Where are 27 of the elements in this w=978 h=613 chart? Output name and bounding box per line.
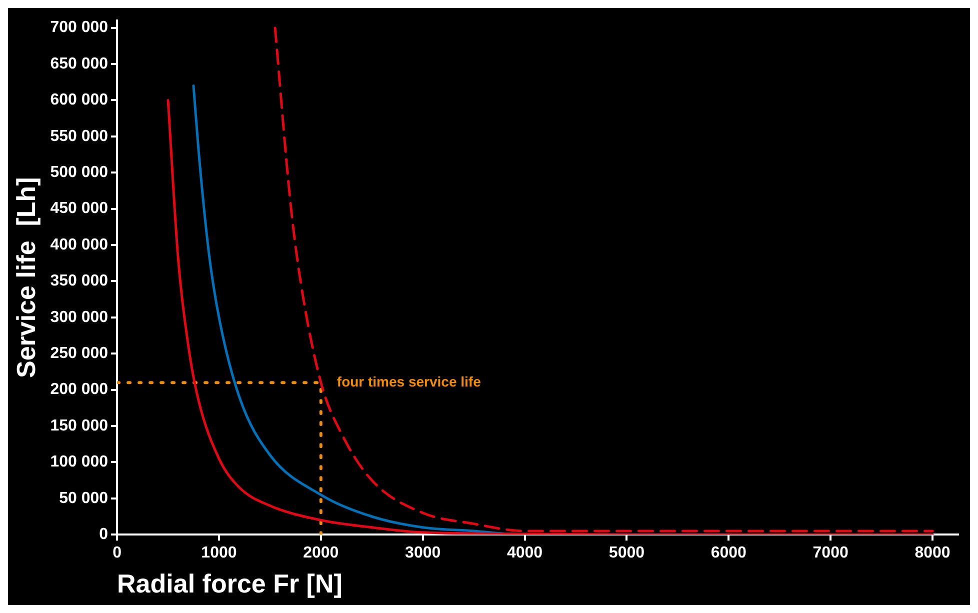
- y-tick-label: 400 000: [50, 236, 108, 254]
- y-tick-label: 50 000: [59, 490, 108, 507]
- y-tick-label: 250 000: [50, 345, 108, 362]
- x-tick-label: 2000: [303, 544, 339, 562]
- y-tick-label: 500 000: [50, 164, 108, 182]
- y-tick-label: 600 000: [50, 92, 108, 109]
- y-tick-label: 700 000: [50, 19, 108, 36]
- x-tick-label: 8000: [914, 544, 950, 562]
- y-tick-label: 0: [99, 526, 108, 544]
- y-tick-label: 550 000: [50, 128, 108, 145]
- x-tick-label: 4000: [506, 544, 543, 562]
- y-tick-label: 300 000: [50, 308, 108, 326]
- x-tick-label: 3000: [405, 544, 441, 562]
- x-tick-label: 0: [112, 544, 122, 562]
- y-tick-label: 650 000: [50, 55, 108, 72]
- x-tick-label: 7000: [812, 544, 848, 562]
- y-tick-label: 200 000: [50, 381, 108, 398]
- x-tick-label: 6000: [710, 544, 747, 562]
- y-tick-label: 450 000: [50, 200, 108, 218]
- x-axis-title: Radial force Fr [N]: [117, 568, 342, 599]
- y-tick-label: 150 000: [50, 417, 108, 434]
- y-tick-label: 350 000: [50, 272, 108, 290]
- x-tick-label: 5000: [608, 544, 645, 562]
- x-tick-label: 1000: [201, 544, 237, 562]
- annotation: four times service life: [336, 373, 482, 390]
- y-axis-title: Service life [Lh]: [10, 177, 41, 378]
- y-tick-label: 100 000: [50, 454, 108, 471]
